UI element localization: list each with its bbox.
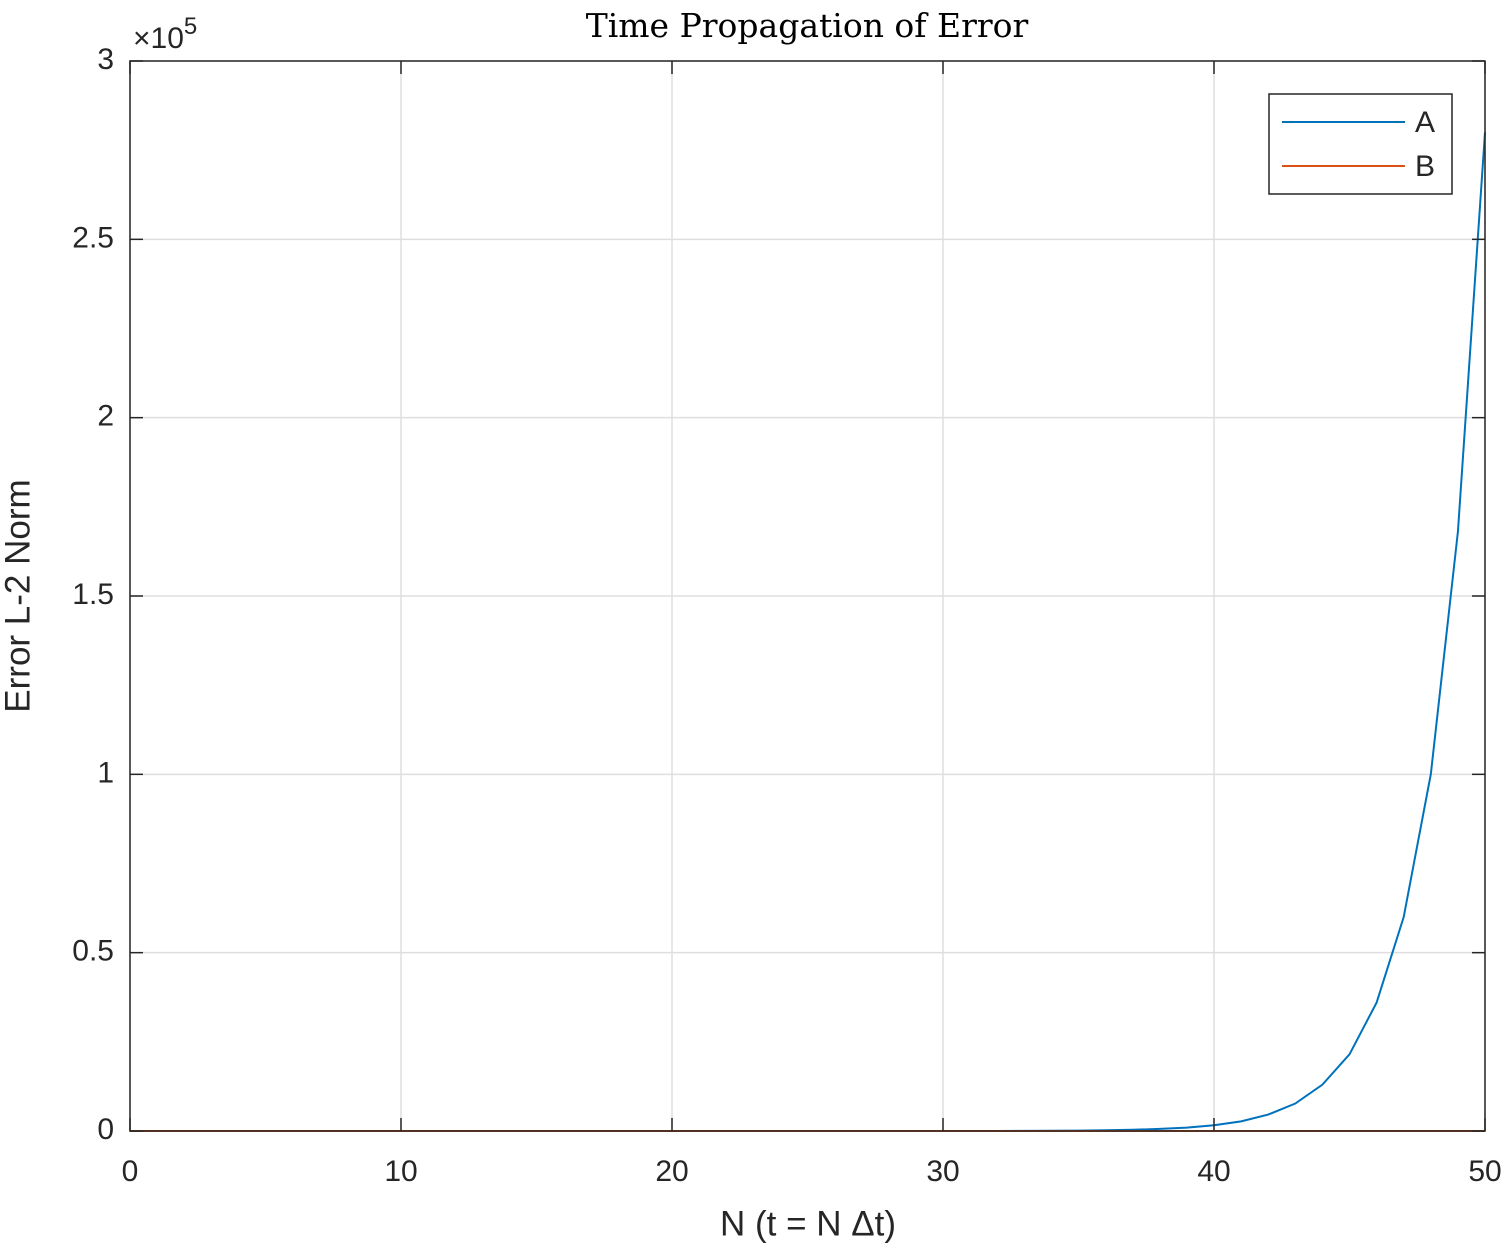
- legend-label: A: [1415, 106, 1435, 139]
- x-tick-label: 30: [926, 1155, 959, 1188]
- x-tick-label: 10: [384, 1155, 417, 1188]
- y-tick-label: 3: [97, 43, 114, 76]
- legend-label: B: [1415, 150, 1435, 183]
- y-tick-label: 0.5: [72, 935, 114, 968]
- data-line: [130, 132, 1486, 1132]
- y-exponent: ×105: [133, 13, 197, 55]
- x-tick-label: 20: [655, 1155, 688, 1188]
- y-tick-label: 1.5: [72, 578, 114, 611]
- exponent-base: ×10: [133, 22, 184, 55]
- exponent-power: 5: [184, 13, 197, 40]
- x-tick-label: 40: [1197, 1155, 1230, 1188]
- y-tick-label: 2.5: [72, 221, 114, 254]
- y-tick-label: 2: [97, 400, 114, 433]
- legend-box: [1268, 93, 1453, 195]
- y-axis-label: Error L-2 Norm: [0, 479, 37, 712]
- x-tick-label: 50: [1468, 1155, 1501, 1188]
- y-tick-label: 1: [97, 756, 114, 789]
- x-tick-label: 0: [122, 1155, 139, 1188]
- x-axis-label: N (t = N Δt): [720, 1204, 896, 1243]
- y-tick-label: 0: [97, 1113, 114, 1146]
- chart-title: Time Propagation of Error: [586, 6, 1029, 45]
